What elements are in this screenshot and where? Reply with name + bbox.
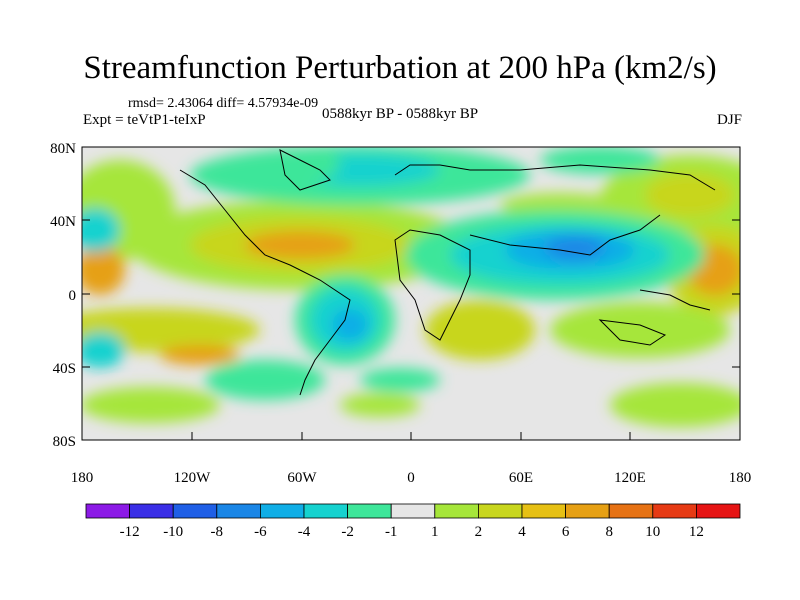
colorbar-swatch xyxy=(696,503,741,519)
colorbar-label: -4 xyxy=(298,524,311,540)
colorbar-swatch xyxy=(172,503,218,519)
colorbar-label: 8 xyxy=(605,524,613,540)
colorbar-swatch xyxy=(477,503,523,519)
colorbar-label: 2 xyxy=(475,524,483,540)
colorbar-swatch xyxy=(652,503,697,519)
coastlines xyxy=(179,149,716,396)
lat-tick-label: 40S xyxy=(53,361,76,377)
colorbar-label: -6 xyxy=(254,524,267,540)
lon-tick-label: 120E xyxy=(614,470,646,486)
colorbar: -12 -10 -8 -6 -4 -2 -1 1 2 4 6 8 10 12 xyxy=(85,503,741,540)
colorbar-swatch xyxy=(608,503,654,519)
colorbar-swatch xyxy=(434,503,479,519)
colorbar-swatch xyxy=(85,503,130,519)
lon-ticks xyxy=(81,432,741,440)
lon-tick-label: 0 xyxy=(407,470,415,486)
lon-tick-label: 60E xyxy=(509,470,533,486)
lat-ticks xyxy=(82,146,740,441)
lat-tick-label: 40N xyxy=(50,214,76,230)
contour-fill xyxy=(82,147,740,427)
colorbar-swatch xyxy=(521,503,566,519)
lat-tick-label: 0 xyxy=(69,288,77,304)
colorbar-label: -1 xyxy=(385,524,398,540)
colorbar-label: 10 xyxy=(645,524,660,540)
colorbar-label: -2 xyxy=(341,524,354,540)
plot-title: Streamfunction Perturbation at 200 hPa (… xyxy=(83,50,717,86)
season-label: DJF xyxy=(716,112,742,128)
colorbar-swatch xyxy=(390,503,436,519)
lon-tick-label: 180 xyxy=(729,470,752,486)
colorbar-swatch xyxy=(303,503,348,519)
lat-tick-label: 80S xyxy=(53,434,76,450)
lat-tick-label: 80N xyxy=(50,141,76,157)
colorbar-label: 12 xyxy=(689,524,704,540)
colorbar-swatch xyxy=(347,503,392,519)
colorbar-label: 4 xyxy=(518,524,526,540)
colorbar-label: 1 xyxy=(431,524,439,540)
lon-tick-label: 180 xyxy=(71,470,94,486)
colorbar-swatch xyxy=(565,503,610,519)
colorbar-label: -12 xyxy=(120,524,140,540)
colorbar-swatch xyxy=(259,503,305,519)
experiment-label: Expt = teVtP1-teIxP xyxy=(83,112,206,128)
colorbar-swatch xyxy=(216,503,261,519)
period-label: 0588kyr BP - 0588kyr BP xyxy=(322,106,479,122)
colorbar-label: 6 xyxy=(562,524,570,540)
colorbar-label: -8 xyxy=(211,524,224,540)
lon-tick-label: 60W xyxy=(287,470,317,486)
colorbar-swatch xyxy=(129,503,174,519)
stats-label: rmsd= 2.43064 diff= 4.57934e-09 xyxy=(128,96,319,111)
lon-tick-label: 120W xyxy=(174,470,212,486)
colorbar-label: -10 xyxy=(163,524,183,540)
